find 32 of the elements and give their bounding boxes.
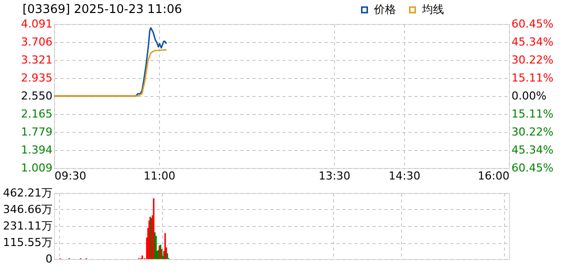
line-series [53, 49, 168, 97]
y-tick-label: 462.21万 [3, 186, 52, 200]
y2-tick-label: 30.22% [512, 54, 554, 67]
y-tick-label: 3.706 [21, 35, 52, 48]
y-tick-label: 1.779 [21, 126, 52, 139]
y2-tick-label: 45.34% [512, 144, 554, 157]
x-tick-label: 11:00 [144, 170, 176, 182]
y2-tick-label: 15.11% [512, 107, 554, 120]
y2-tick-label: 30.22% [512, 125, 554, 138]
y2-tick-label: 45.34% [512, 35, 554, 48]
y-tick-label: 4.091 [21, 18, 52, 30]
x-tick-label: 14:30 [388, 170, 420, 182]
y-tick-label: 1.009 [21, 162, 52, 174]
chart-title: [03369] 2025-10-23 11:06 [22, 2, 182, 16]
y-tick-label: 1.394 [21, 144, 52, 157]
y2-tick-label: 60.45% [512, 18, 554, 30]
y-tick-label: 0 [46, 252, 52, 266]
y-tick-label: 115.55万 [3, 236, 52, 249]
y2-tick-label: 0.00% [512, 90, 546, 102]
x-tick-label: 09:30 [54, 170, 86, 182]
y2-tick-label: 15.11% [512, 72, 554, 85]
x-tick-label: 13:30 [318, 170, 350, 182]
y-tick-label: 346.66万 [3, 203, 52, 216]
y-tick-label: 2.165 [21, 107, 52, 120]
y-tick-label: 3.321 [21, 53, 52, 66]
legend-label: 价格 [373, 2, 396, 16]
y2-tick-label: 60.45% [512, 162, 554, 174]
y-tick-label: 231.11万 [3, 220, 52, 232]
legend-label: 均线 [421, 2, 444, 16]
y-tick-label: 2.935 [21, 72, 52, 85]
y-tick-label: 2.550 [21, 90, 52, 102]
x-tick-label: 16:00 [478, 170, 510, 182]
